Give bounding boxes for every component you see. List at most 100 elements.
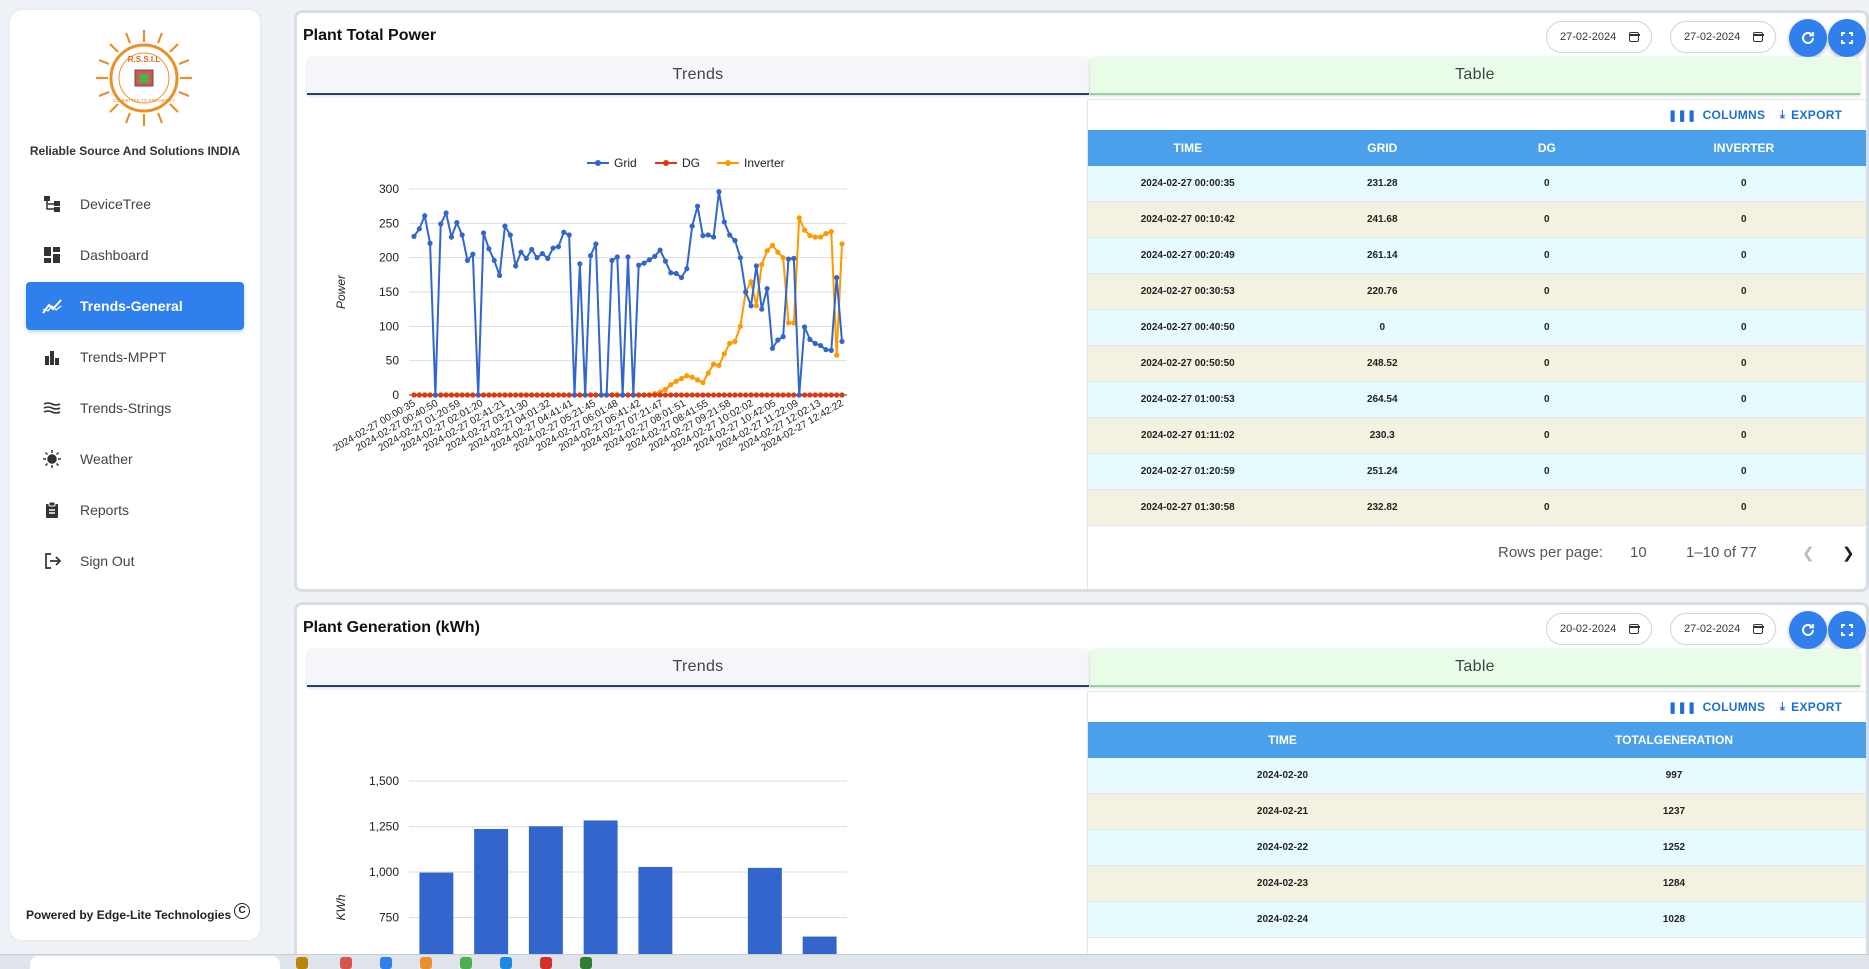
- export-button[interactable]: ⤓ EXPORT: [1780, 108, 1842, 122]
- refresh-icon: [1802, 31, 1814, 44]
- table-cell: 0: [1741, 358, 1747, 369]
- data-point-grid: [620, 392, 626, 398]
- refresh-button[interactable]: [1789, 19, 1827, 57]
- data-point-grid: [566, 232, 572, 238]
- data-point-dg: [486, 392, 492, 398]
- power-data-table: ❚❚❚ COLUMNS ⤓ EXPORT TIME GRID DG INVERT…: [1087, 99, 1866, 589]
- fullscreen-button[interactable]: [1828, 19, 1866, 57]
- tab-trends[interactable]: Trends: [307, 57, 1089, 95]
- tab-table[interactable]: Table: [1090, 649, 1860, 687]
- data-point-dg: [411, 392, 417, 398]
- table-cell: 0: [1741, 394, 1747, 405]
- app-icon[interactable]: [580, 957, 592, 969]
- table-row[interactable]: 2024-02-27 00:30:53 220.76 0 0: [1088, 274, 1866, 310]
- app-icon[interactable]: [340, 957, 352, 969]
- table-row[interactable]: 2024-02-23 1284: [1088, 866, 1866, 902]
- table-cell: 0: [1741, 322, 1747, 333]
- table-row[interactable]: 2024-02-21 1237: [1088, 794, 1866, 830]
- rows-per-page-select[interactable]: 10: [1630, 544, 1647, 561]
- data-point-inverter: [673, 378, 679, 384]
- columns-button[interactable]: ❚❚❚ COLUMNS: [1668, 700, 1765, 714]
- sidebar-item-reports[interactable]: Reports: [26, 486, 244, 534]
- table-cell: 2024-02-27 01:11:02: [1141, 430, 1235, 441]
- sidebar-item-weather[interactable]: Weather: [26, 435, 244, 483]
- table-body: 2024-02-20 997 2024-02-21 1237 2024-02-22 125…: [1088, 758, 1866, 938]
- data-point-inverter: [721, 351, 727, 357]
- waves-icon: [42, 398, 62, 418]
- columns-button[interactable]: ❚❚❚ COLUMNS: [1668, 108, 1765, 122]
- chevron-right-icon[interactable]: ❯: [1842, 545, 1855, 562]
- data-point-dg: [839, 392, 845, 398]
- app-icon[interactable]: [296, 957, 308, 969]
- data-point-dg: [828, 392, 834, 398]
- sidebar-item-trends-general[interactable]: Trends-General: [26, 282, 244, 330]
- data-point-inverter: [684, 373, 690, 379]
- export-button[interactable]: ⤓ EXPORT: [1780, 700, 1842, 714]
- download-icon: ⤓: [1780, 700, 1786, 713]
- sidebar-item-label: Sign Out: [80, 553, 135, 569]
- calendar-icon[interactable]: [1752, 624, 1764, 634]
- fullscreen-button[interactable]: [1828, 611, 1866, 649]
- column-header-time[interactable]: TIME: [1268, 733, 1297, 747]
- chevron-left-icon[interactable]: ❮: [1802, 545, 1815, 562]
- calendar-icon[interactable]: [1752, 32, 1764, 42]
- app-icon[interactable]: [540, 957, 552, 969]
- date-from-input[interactable]: 27-02-2024: [1546, 21, 1652, 53]
- table-row[interactable]: 2024-02-27 00:20:49 261.14 0 0: [1088, 238, 1866, 274]
- column-header-inverter[interactable]: INVERTER: [1713, 141, 1775, 155]
- tab-table[interactable]: Table: [1090, 57, 1860, 95]
- date-to-input[interactable]: 27-02-2024: [1670, 613, 1776, 645]
- table-row[interactable]: 2024-02-22 1252: [1088, 830, 1866, 866]
- table-row[interactable]: 2024-02-27 01:11:02 230.3 0 0: [1088, 418, 1866, 454]
- data-point-dg: [529, 392, 535, 398]
- table-row[interactable]: 2024-02-27 01:20:59 251.24 0 0: [1088, 454, 1866, 490]
- table-row[interactable]: 2024-02-20 997: [1088, 758, 1866, 794]
- data-point-dg: [652, 392, 658, 398]
- table-row[interactable]: 2024-02-27 01:30:58 232.82 0 0: [1088, 490, 1866, 526]
- table-cell: 0: [1741, 250, 1747, 261]
- table-cell: 0: [1544, 322, 1550, 333]
- table-row[interactable]: 2024-02-24 1028: [1088, 902, 1866, 938]
- date-from-input[interactable]: 20-02-2024: [1546, 613, 1652, 645]
- app-icon[interactable]: [420, 957, 432, 969]
- app-icon[interactable]: [460, 957, 472, 969]
- date-to-input[interactable]: 27-02-2024: [1670, 21, 1776, 53]
- data-point-inverter: [662, 386, 669, 393]
- sidebar-item-trends-strings[interactable]: Trends-Strings: [26, 384, 244, 432]
- table-cell: 261.14: [1366, 250, 1398, 261]
- column-header-dg[interactable]: DG: [1537, 141, 1556, 155]
- table-row[interactable]: 2024-02-27 00:00:35 231.28 0 0: [1088, 166, 1866, 202]
- table-row[interactable]: 2024-02-27 01:00:53 264.54 0 0: [1088, 382, 1866, 418]
- data-point-grid: [513, 263, 519, 269]
- taskbar-search[interactable]: [30, 956, 280, 969]
- sidebar-item-dashboard[interactable]: Dashboard: [26, 231, 244, 279]
- data-point-grid: [555, 244, 562, 250]
- data-point-inverter: [780, 255, 786, 261]
- column-header-time[interactable]: TIME: [1173, 141, 1203, 155]
- sidebar-item-trends-mppt[interactable]: Trends-MPPT: [26, 333, 244, 381]
- tab-trends[interactable]: Trends: [307, 649, 1089, 687]
- column-header-totalgeneration[interactable]: TOTALGENERATION: [1615, 733, 1733, 747]
- sidebar-item-sign-out[interactable]: Sign Out: [26, 537, 244, 585]
- sidebar-item-devicetree[interactable]: DeviceTree: [26, 180, 244, 228]
- sidebar-item-label: Trends-MPPT: [80, 349, 167, 365]
- data-point-grid: [448, 234, 455, 240]
- table-row[interactable]: 2024-02-27 00:10:42 241.68 0 0: [1088, 202, 1866, 238]
- table-row[interactable]: 2024-02-27 00:50:50 248.52 0 0: [1088, 346, 1866, 382]
- generation-data-table: ❚❚❚ COLUMNS ⤓ EXPORT TIME TOTALGENERATIO…: [1087, 691, 1866, 962]
- table-row[interactable]: 2024-02-27 00:40:50 0 0 0: [1088, 310, 1866, 346]
- refresh-button[interactable]: [1789, 611, 1827, 649]
- data-point-dg: [662, 392, 669, 398]
- y-tick-label: 0: [392, 388, 399, 402]
- column-header-grid[interactable]: GRID: [1367, 141, 1398, 155]
- data-point-grid: [668, 270, 674, 276]
- legend-marker: [663, 160, 669, 166]
- data-point-inverter: [785, 320, 792, 326]
- table-cell: 1252: [1662, 842, 1686, 853]
- app-icon[interactable]: [380, 957, 392, 969]
- data-point-inverter: [753, 303, 759, 309]
- calendar-icon[interactable]: [1628, 624, 1640, 634]
- calendar-icon[interactable]: [1628, 32, 1640, 42]
- clipboard-icon: [42, 500, 62, 520]
- app-icon[interactable]: [500, 957, 512, 969]
